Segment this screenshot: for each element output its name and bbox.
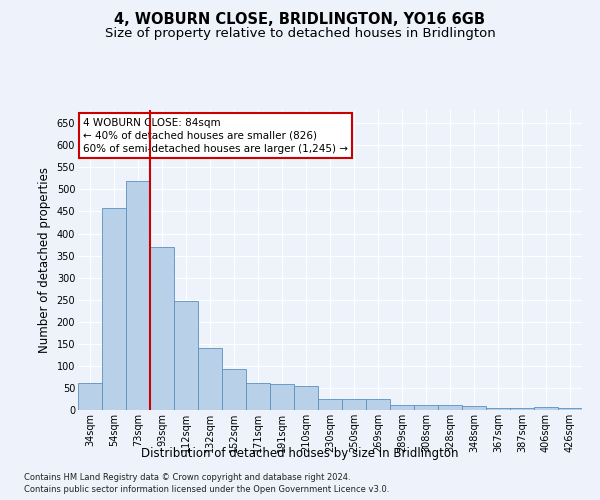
- Bar: [102, 208, 126, 410]
- Bar: [462, 406, 486, 410]
- Text: 4 WOBURN CLOSE: 84sqm
← 40% of detached houses are smaller (826)
60% of semi-det: 4 WOBURN CLOSE: 84sqm ← 40% of detached …: [83, 118, 348, 154]
- Bar: [294, 386, 318, 410]
- Bar: [486, 408, 510, 410]
- Bar: [198, 348, 222, 410]
- Text: Contains public sector information licensed under the Open Government Licence v3: Contains public sector information licen…: [24, 485, 389, 494]
- Bar: [438, 405, 462, 410]
- Text: Contains HM Land Registry data © Crown copyright and database right 2024.: Contains HM Land Registry data © Crown c…: [24, 472, 350, 482]
- Y-axis label: Number of detached properties: Number of detached properties: [38, 167, 51, 353]
- Bar: [390, 405, 414, 410]
- Bar: [414, 404, 438, 410]
- Text: Distribution of detached houses by size in Bridlington: Distribution of detached houses by size …: [141, 448, 459, 460]
- Text: Size of property relative to detached houses in Bridlington: Size of property relative to detached ho…: [104, 28, 496, 40]
- Bar: [558, 408, 582, 410]
- Bar: [366, 398, 390, 410]
- Bar: [174, 300, 198, 410]
- Bar: [342, 398, 366, 410]
- Bar: [126, 181, 150, 410]
- Bar: [318, 398, 342, 410]
- Bar: [510, 408, 534, 410]
- Text: 4, WOBURN CLOSE, BRIDLINGTON, YO16 6GB: 4, WOBURN CLOSE, BRIDLINGTON, YO16 6GB: [115, 12, 485, 28]
- Bar: [222, 369, 246, 410]
- Bar: [534, 407, 558, 410]
- Bar: [78, 382, 102, 410]
- Bar: [246, 382, 270, 410]
- Bar: [150, 247, 174, 410]
- Bar: [270, 384, 294, 410]
